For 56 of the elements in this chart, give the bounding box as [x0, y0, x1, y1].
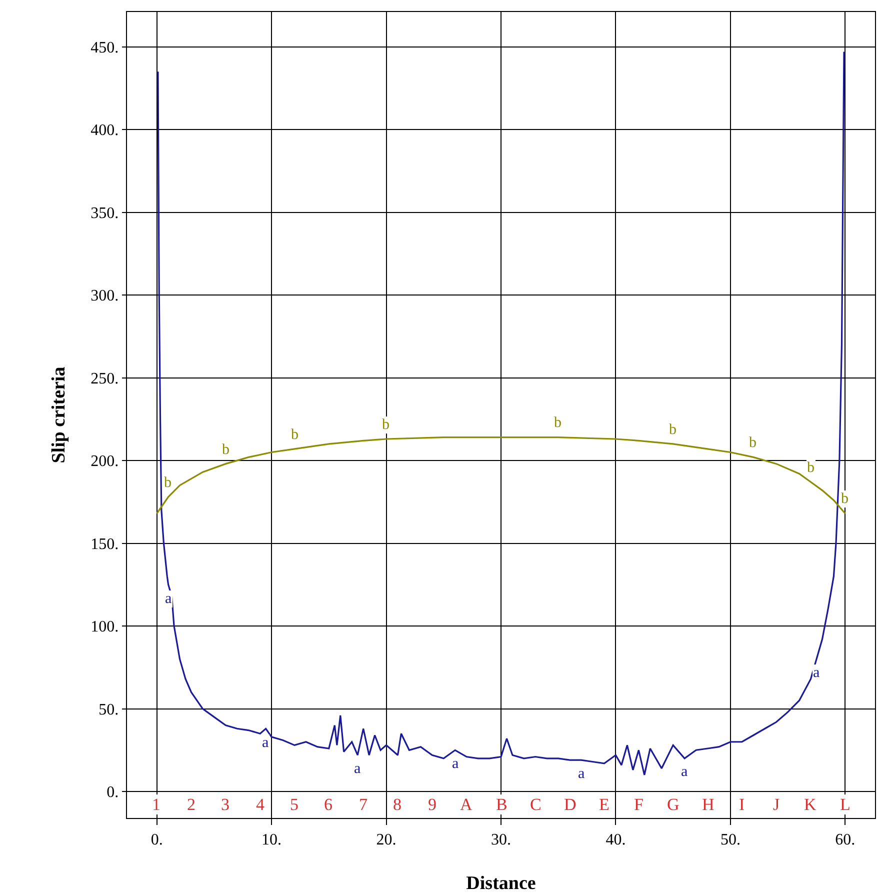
y-tick-label: 200. [90, 453, 119, 470]
x-tick-label: 50. [720, 831, 740, 848]
y-tick-label: 0. [106, 784, 119, 802]
annotation: E [599, 795, 610, 814]
text: b [669, 422, 676, 438]
text: b [554, 415, 562, 431]
annotation: K [804, 795, 817, 814]
text: b [291, 427, 298, 443]
x-tick-label: 30. [491, 831, 511, 848]
y-tick-label: 450. [90, 39, 119, 56]
text: b [382, 417, 390, 433]
annotation: J [773, 795, 780, 814]
annotation: B [496, 795, 508, 814]
text: b [807, 460, 814, 476]
text: a [452, 756, 459, 772]
annotation: 7 [359, 795, 368, 814]
annotation: L [840, 795, 850, 814]
x-tick-label: 60. [835, 831, 856, 848]
text: a [578, 766, 585, 782]
y-tick-label: 150. [90, 536, 119, 553]
text: b [749, 435, 756, 451]
y-tick-label: 300. [90, 288, 119, 305]
annotation: C [530, 795, 542, 814]
text: a [354, 761, 361, 777]
annotation: 3 [221, 795, 230, 814]
x-axis-title: Distance [466, 873, 536, 894]
annotation: G [667, 795, 680, 814]
annotation: A [460, 795, 473, 814]
x-tick-label: 0. [150, 831, 163, 848]
annotation: H [702, 795, 714, 814]
annotation: I [739, 795, 745, 814]
x-tick-label: 40. [606, 831, 626, 848]
annotation: F [634, 795, 644, 814]
annotation: 5 [290, 795, 298, 814]
y-tick-label: 400. [90, 122, 119, 140]
x-tick-label: 10. [262, 831, 282, 848]
text: a [813, 665, 820, 681]
y-tick-label: 50. [98, 701, 119, 718]
annotation: 4 [256, 795, 265, 814]
text: b [164, 475, 172, 491]
text: b [222, 442, 230, 458]
y-tick-label: 250. [90, 370, 119, 388]
series-label: a [165, 591, 172, 607]
annotation: 9 [428, 795, 436, 814]
y-tick-label: 100. [90, 618, 119, 636]
annotation: 2 [187, 795, 196, 814]
text: a [681, 764, 688, 780]
annotation: 1 [152, 795, 160, 814]
annotation: D [564, 795, 576, 814]
annotation: 6 [324, 795, 332, 814]
series-label: b [841, 491, 848, 507]
text: a [262, 735, 269, 751]
y-axis-title: Slip criteria [48, 366, 70, 464]
x-tick-label: 20. [376, 831, 396, 848]
annotation: 8 [393, 795, 402, 814]
y-tick-label: 350. [90, 204, 119, 222]
